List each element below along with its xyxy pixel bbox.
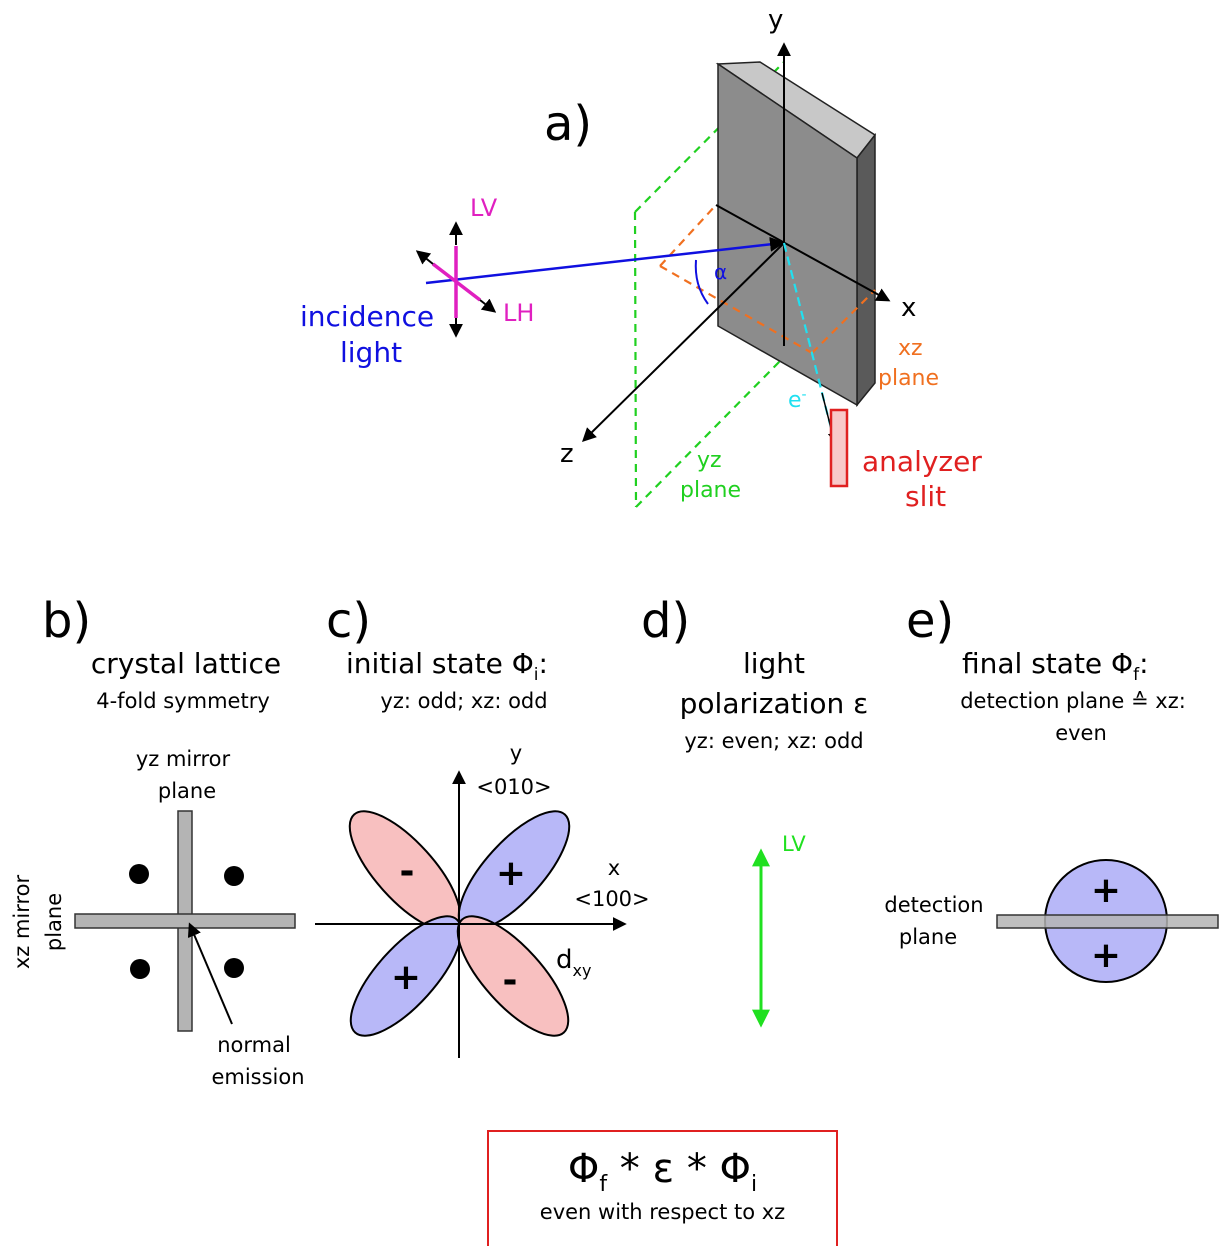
lattice-atom [224,866,244,886]
z-axis [582,242,785,442]
panel-b-title: crystal lattice [91,647,281,680]
alpha-label: α [714,260,727,284]
orbital-label: dxy [556,945,591,980]
panel-a-label: a) [544,96,592,152]
analyzer-label-2: slit [905,480,946,513]
panel-e-title: final state Φf: [962,647,1149,685]
panel-c-subtitle: yz: odd; xz: odd [380,689,547,713]
yz-plane-label-1: yz [697,448,722,473]
crystal-slab [715,61,877,408]
xz-plane-label-1: xz [898,336,923,361]
axes-a [582,42,891,442]
detection-plane [996,914,1219,929]
incidence-label-1: incidence [300,300,434,333]
lobe-plus-sign: + [496,853,526,894]
lattice-atom [129,864,149,884]
detection-label-2: plane [899,925,957,949]
lobe-plus-lower-left [349,915,463,1037]
incidence-label-2: light [340,336,402,369]
yz-mirror-label-2: plane [158,779,216,803]
alpha-arc [694,259,709,305]
analyzer-slit [829,408,849,488]
normal-label-2: emission [211,1065,304,1089]
lobe-plus-sign: + [391,957,421,998]
lattice-atom [224,958,244,978]
yz-plane-label-2: plane [680,478,741,503]
lattice-atom [130,959,150,979]
yz-plane [633,61,785,508]
lobe-minus-sign: - [400,851,415,892]
lobe-minus-lower-right [456,915,570,1037]
panel-d-title-1: light [743,647,805,680]
panel-a: a) y x z α [300,5,982,513]
c-x-label: x [608,856,620,880]
lobe-minus-sign: - [503,960,518,1001]
x-axis [715,204,891,302]
xz-plane [659,204,876,354]
xz-mirror-plane [74,913,296,929]
electron-label: e- [788,387,807,413]
final-plus-lower: + [1091,935,1121,976]
xz-plane-label-2: plane [878,366,939,391]
panel-b-subtitle: 4-fold symmetry [96,689,270,713]
final-plus-upper: + [1091,870,1121,911]
panel-b: b) crystal lattice 4-fold symmetry yz mi… [10,593,305,1089]
c-y-direction: <010> [476,775,551,799]
lh-label-a: LH [503,299,534,327]
normal-label-1: normal [217,1033,291,1057]
formula-expression: Φf * ε * Φi [567,1146,758,1197]
panel-d-title-2: polarization ε [680,687,869,720]
c-y-label: y [510,741,522,765]
panel-b-label: b) [42,593,91,649]
xz-mirror-label-2: plane [42,893,66,951]
analyzer-label-1: analyzer [862,445,982,478]
xz-mirror-label-1: xz mirror [10,874,34,969]
lv-label-d: LV [782,832,806,856]
lv-label-a: LV [470,194,498,222]
z-axis-label: z [560,439,574,469]
normal-emission-arrow [187,922,233,1025]
panel-d-subtitle: yz: even; xz: odd [684,729,863,753]
formula-caption: even with respect to xz [539,1200,786,1224]
panel-e-subtitle-1: detection plane ≙ xz: [960,689,1186,713]
panel-c-label: c) [326,593,371,649]
panel-c-title: initial state Φi: [346,647,548,685]
y-axis-label: y [768,5,783,35]
c-x-direction: <100> [574,887,649,911]
polarization-marker [415,221,497,338]
yz-mirror-label-1: yz mirror [136,747,231,771]
panel-d-label: d) [641,593,690,649]
panel-e: e) final state Φf: detection plane ≙ xz:… [884,593,1219,983]
formula-box: Φf * ε * Φi even with respect to xz [487,1130,838,1246]
panel-e-subtitle-2: even [1055,721,1107,745]
panel-d: d) light polarization ε yz: even; xz: od… [641,593,869,1028]
detection-label-1: detection [884,893,983,917]
panel-c: c) initial state Φi: yz: odd; xz: odd - … [315,593,650,1058]
panel-e-label: e) [906,593,954,649]
incidence-beam [425,236,785,285]
x-axis-label: x [901,293,916,323]
